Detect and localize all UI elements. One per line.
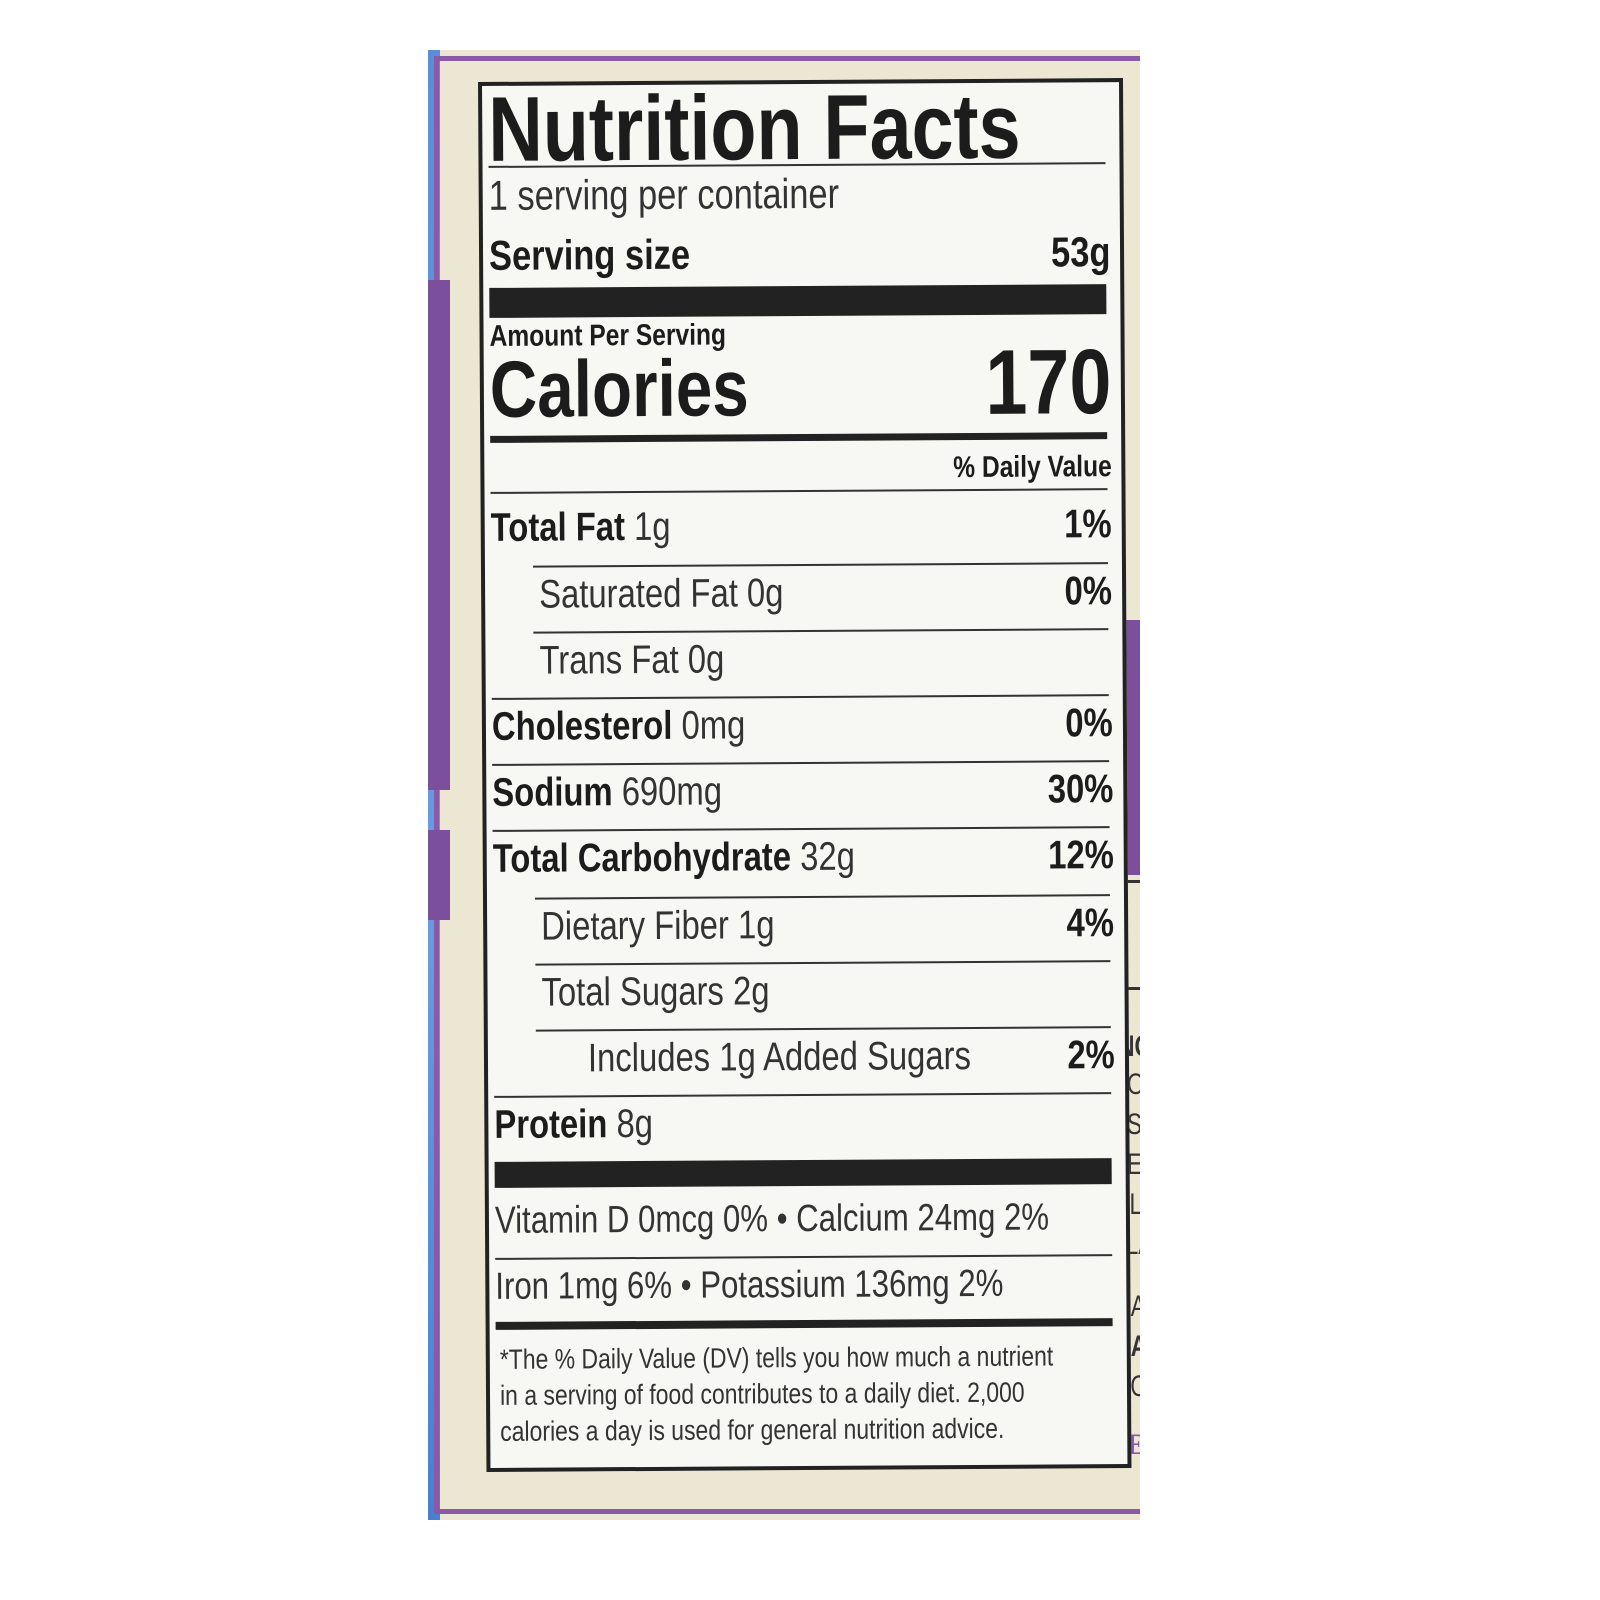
- nutrient-name: Total Sugars 2g: [541, 969, 770, 1015]
- nutrient-dv: 0%: [1064, 569, 1113, 614]
- nutrient-amount: 690mg: [621, 769, 723, 815]
- nutrient-row: Saturated Fat 0g 0%: [539, 569, 1112, 617]
- nutrient-row: Includes 1g Added Sugars 2%: [588, 1033, 1115, 1081]
- footnote-line: *The % Daily Value (DV) tells you how mu…: [499, 1340, 1054, 1375]
- serving-size-row: Serving size 53g: [489, 228, 1110, 280]
- vitamins-row: Vitamin D 0mcg 0% • Calcium 24mg 2%: [495, 1196, 1116, 1243]
- nutrient-row: Dietary Fiber 1g 4%: [541, 901, 1114, 949]
- footnote-line: in a serving of food contributes to a da…: [499, 1376, 1025, 1411]
- footnote: *The % Daily Value (DV) tells you how mu…: [500, 1338, 1176, 1450]
- divider: [535, 1026, 1111, 1032]
- vitamin-line: Iron 1mg 6% • Potassium 136mg 2%: [495, 1262, 1004, 1308]
- vitamin-line: Vitamin D 0mcg 0% • Calcium 24mg 2%: [494, 1196, 1050, 1242]
- nutrient-amount: 32g: [800, 834, 856, 880]
- dv-header-row: % Daily Value: [490, 450, 1112, 488]
- divider: [492, 826, 1110, 832]
- purple-strip: [428, 320, 450, 790]
- nutrient-dv: 0%: [1065, 701, 1114, 746]
- nutrient-name: Protein: [494, 1102, 608, 1147]
- serving-size-value: 53g: [1050, 228, 1111, 276]
- medium-divider: [495, 1318, 1113, 1330]
- calories-row: Calories 170: [489, 331, 1112, 440]
- divider: [533, 628, 1109, 634]
- calories-label: Calories: [489, 343, 750, 434]
- calories-value: 170: [984, 331, 1112, 434]
- nutrient-row: Protein 8g: [494, 1099, 1115, 1148]
- footnote-line: calories a day is used for general nutri…: [500, 1412, 1005, 1447]
- nutrient-amount: 8g: [616, 1101, 654, 1147]
- nutrient-dv: 12%: [1047, 833, 1114, 878]
- divider: [495, 1254, 1113, 1260]
- nutrient-row: Cholesterol 0mg 0%: [492, 701, 1113, 750]
- divider: [491, 694, 1109, 700]
- nutrient-name: Total Fat: [490, 505, 626, 550]
- nutrient-amount: 1g: [633, 504, 671, 550]
- nutrient-dv: 30%: [1047, 767, 1114, 812]
- nutrient-row: Total Sugars 2g: [541, 967, 1114, 1015]
- nutrient-name: Saturated Fat 0g: [538, 571, 784, 617]
- servings-row: 1 serving per container: [489, 168, 1110, 220]
- divider: [532, 562, 1108, 568]
- nutrient-name: Cholesterol: [491, 703, 673, 749]
- nutrition-facts-label: Nutrition Facts 1 serving per container …: [478, 76, 1132, 1472]
- nutrient-name: Trans Fat 0g: [539, 637, 725, 683]
- nutrient-name: Dietary Fiber 1g: [541, 903, 775, 949]
- nutrient-dv: 4%: [1066, 901, 1115, 946]
- nutrient-name: Total Carbohydrate: [492, 835, 792, 881]
- servings-per-container: 1 serving per container: [488, 169, 840, 219]
- purple-strip: [428, 830, 450, 920]
- divider: [494, 1092, 1112, 1098]
- thick-divider: [489, 284, 1107, 318]
- divider: [492, 760, 1110, 766]
- serving-size-label: Serving size: [488, 230, 691, 279]
- nutrient-dv: 1%: [1064, 502, 1112, 547]
- nutrient-name: Sodium: [492, 770, 613, 815]
- nutrient-row: Sodium 690mg 30%: [492, 767, 1113, 816]
- nutrient-row: Total Carbohydrate 32g 12%: [493, 833, 1114, 882]
- divider: [534, 894, 1110, 900]
- nutrient-row: Trans Fat 0g: [539, 635, 1112, 683]
- thick-divider: [494, 1158, 1112, 1188]
- nutrient-amount: 0mg: [681, 703, 746, 748]
- divider: [490, 488, 1108, 494]
- divider: [535, 960, 1111, 966]
- nutrient-dv: 2%: [1067, 1033, 1116, 1078]
- nutrient-row: Total Fat 1g 1%: [491, 502, 1112, 551]
- vitamins-row: Iron 1mg 6% • Potassium 136mg 2%: [495, 1262, 1116, 1309]
- nutrient-name: Includes 1g Added Sugars: [587, 1034, 972, 1081]
- daily-value-header: % Daily Value: [952, 450, 1112, 485]
